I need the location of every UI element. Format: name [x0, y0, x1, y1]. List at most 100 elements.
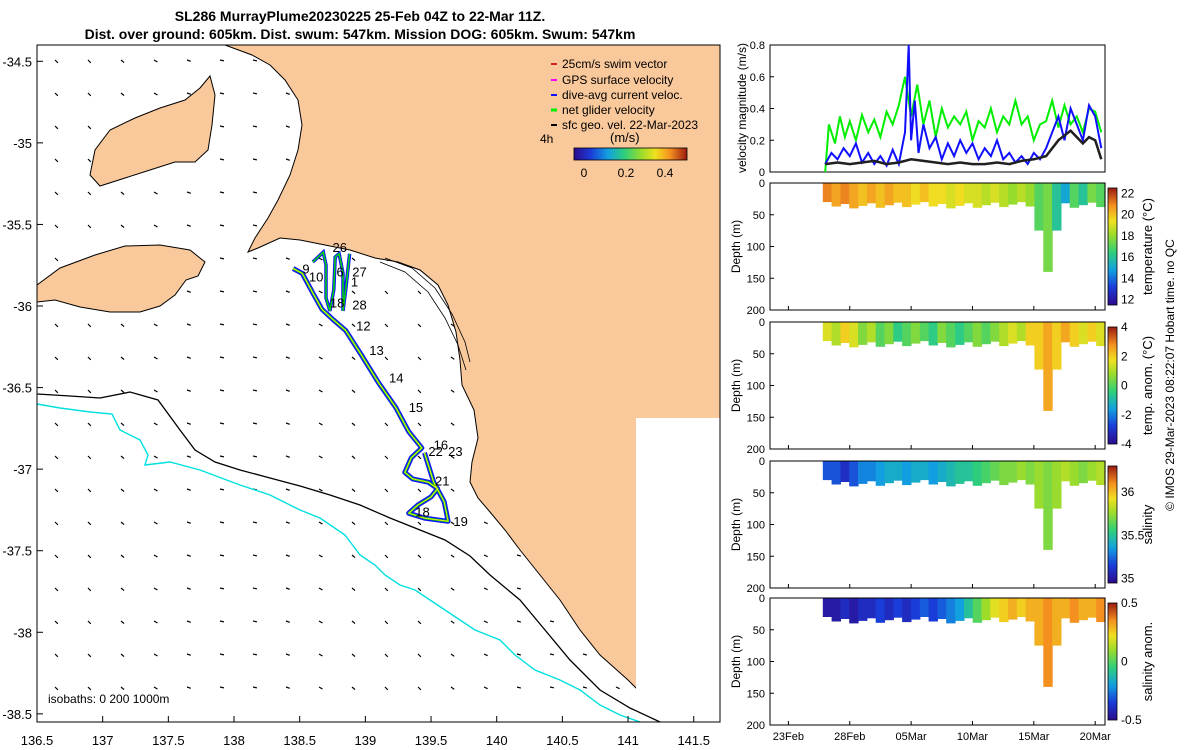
section-cell: [1087, 598, 1097, 618]
velocity-ylabel: velocity magnitude (m/s): [735, 43, 749, 173]
map-xtick-label: 141: [617, 733, 639, 748]
section-panel-salinity: 0 50 100 150 200 Depth (m) 35 35.5 36 salinity: [729, 456, 1155, 595]
section-cell: [858, 598, 868, 621]
geo-vector: [120, 455, 125, 460]
velocity-series: [824, 44, 1103, 173]
section-cell: [866, 322, 877, 343]
day-label: 12: [356, 318, 370, 333]
chart-title-line2: Dist. over ground: 605km. Dist. swum: 54…: [84, 26, 636, 42]
map-xtick-label: 139.5: [415, 733, 448, 748]
track-north-loop-net: [312, 250, 351, 312]
map-xtick-label: 140.5: [546, 733, 579, 748]
section-cell: [1025, 183, 1035, 207]
geo-vector: [54, 92, 59, 97]
geo-vector: [87, 158, 92, 163]
section-cell: [875, 322, 886, 347]
geo-vector: [450, 587, 455, 591]
geo-vector: [252, 323, 258, 326]
day-label: 23: [448, 444, 462, 459]
geo-vector: [384, 356, 389, 361]
geo-vector: [186, 92, 191, 95]
geo-vector: [384, 521, 389, 526]
depth-tick-label: 100: [747, 657, 765, 669]
yorke-peninsula: [89, 74, 216, 187]
geo-vector: [120, 554, 125, 559]
geo-vector: [120, 488, 125, 493]
section-cell: [866, 461, 877, 482]
geo-vector: [219, 422, 225, 425]
section-cell: [928, 183, 938, 207]
section-cell: [1008, 183, 1018, 205]
geo-vector: [219, 521, 225, 524]
geo-vector: [417, 455, 422, 460]
colorbar-label: temperature (°C): [1140, 198, 1155, 295]
geo-vector: [219, 620, 225, 623]
coorong-lagoon-inner: [384, 257, 471, 363]
section-cell: [866, 598, 877, 619]
geo-vector: [384, 587, 389, 592]
colorbar-label: salinity: [1140, 504, 1155, 544]
geo-vector: [417, 686, 422, 691]
section-cell: [1043, 461, 1053, 550]
geo-vector: [351, 686, 356, 691]
geo-vector: [417, 620, 422, 625]
section-cell: [999, 598, 1009, 623]
geo-vector: [252, 290, 258, 293]
geo-vector: [384, 620, 389, 625]
section-cell: [1008, 461, 1018, 483]
geo-vector: [54, 422, 59, 427]
geo-vector: [351, 323, 356, 328]
section-cell: [822, 598, 833, 617]
section-cell: [999, 461, 1009, 486]
geo-vector: [87, 620, 92, 625]
day-label: 6: [336, 265, 343, 280]
section-colorbar: [1107, 602, 1118, 721]
geo-vector: [252, 653, 258, 656]
geo-vector: [252, 422, 258, 425]
geo-vector: [87, 389, 92, 394]
geo-vector: [450, 356, 455, 360]
geo-vector: [87, 488, 92, 493]
geo-vector: [450, 554, 455, 558]
geo-vector: [417, 653, 422, 658]
geo-vector: [285, 92, 290, 95]
geo-vector: [384, 686, 389, 691]
geo-vector: [54, 488, 59, 493]
section-cell: [972, 598, 983, 623]
section-cell: [919, 598, 930, 617]
section-cell: [955, 598, 965, 621]
colorbar-tick-0: 0: [581, 166, 588, 180]
map-axis-ticks: 136.5 137 137.5 138 138.5 139 139.5 140 140.5 141…: [2, 54, 710, 748]
credit-text: © IMOS 29-Mar-2023 08:22:07 Hobart time.…: [1163, 239, 1177, 511]
section-cell: [849, 598, 859, 624]
geo-vector: [384, 323, 389, 328]
geo-vector: [153, 191, 158, 195]
section-cell: [1016, 322, 1027, 342]
section-cell: [1069, 183, 1080, 208]
geo-vector: [219, 191, 225, 194]
geo-vector: [450, 620, 455, 624]
geo-vector: [54, 389, 59, 394]
section-cell: [902, 322, 912, 347]
geo-vector: [186, 389, 191, 392]
isobath-1000m: [37, 403, 641, 722]
geo-vector: [87, 125, 92, 130]
colorbar-tick-1: 0.2: [618, 166, 635, 180]
geo-vector: [417, 488, 422, 493]
geo-vector: [252, 521, 258, 524]
velocity-ytick-label: 0.4: [750, 104, 765, 116]
geo-vector: [450, 422, 455, 426]
section-cell: [1078, 461, 1088, 484]
legend-interval: 4h: [540, 132, 553, 146]
section-cell: [831, 183, 841, 207]
geo-vector: [153, 224, 158, 228]
colorbar-tick-label: 20: [1121, 208, 1135, 222]
geo-vector: [252, 257, 258, 260]
geo-vector: [450, 488, 455, 492]
section-cell: [946, 322, 956, 348]
geo-vector: [252, 224, 258, 227]
geo-vector: [483, 620, 488, 624]
geo-vector: [120, 422, 125, 427]
section-cell: [999, 322, 1009, 347]
section-cell: [1025, 598, 1035, 622]
